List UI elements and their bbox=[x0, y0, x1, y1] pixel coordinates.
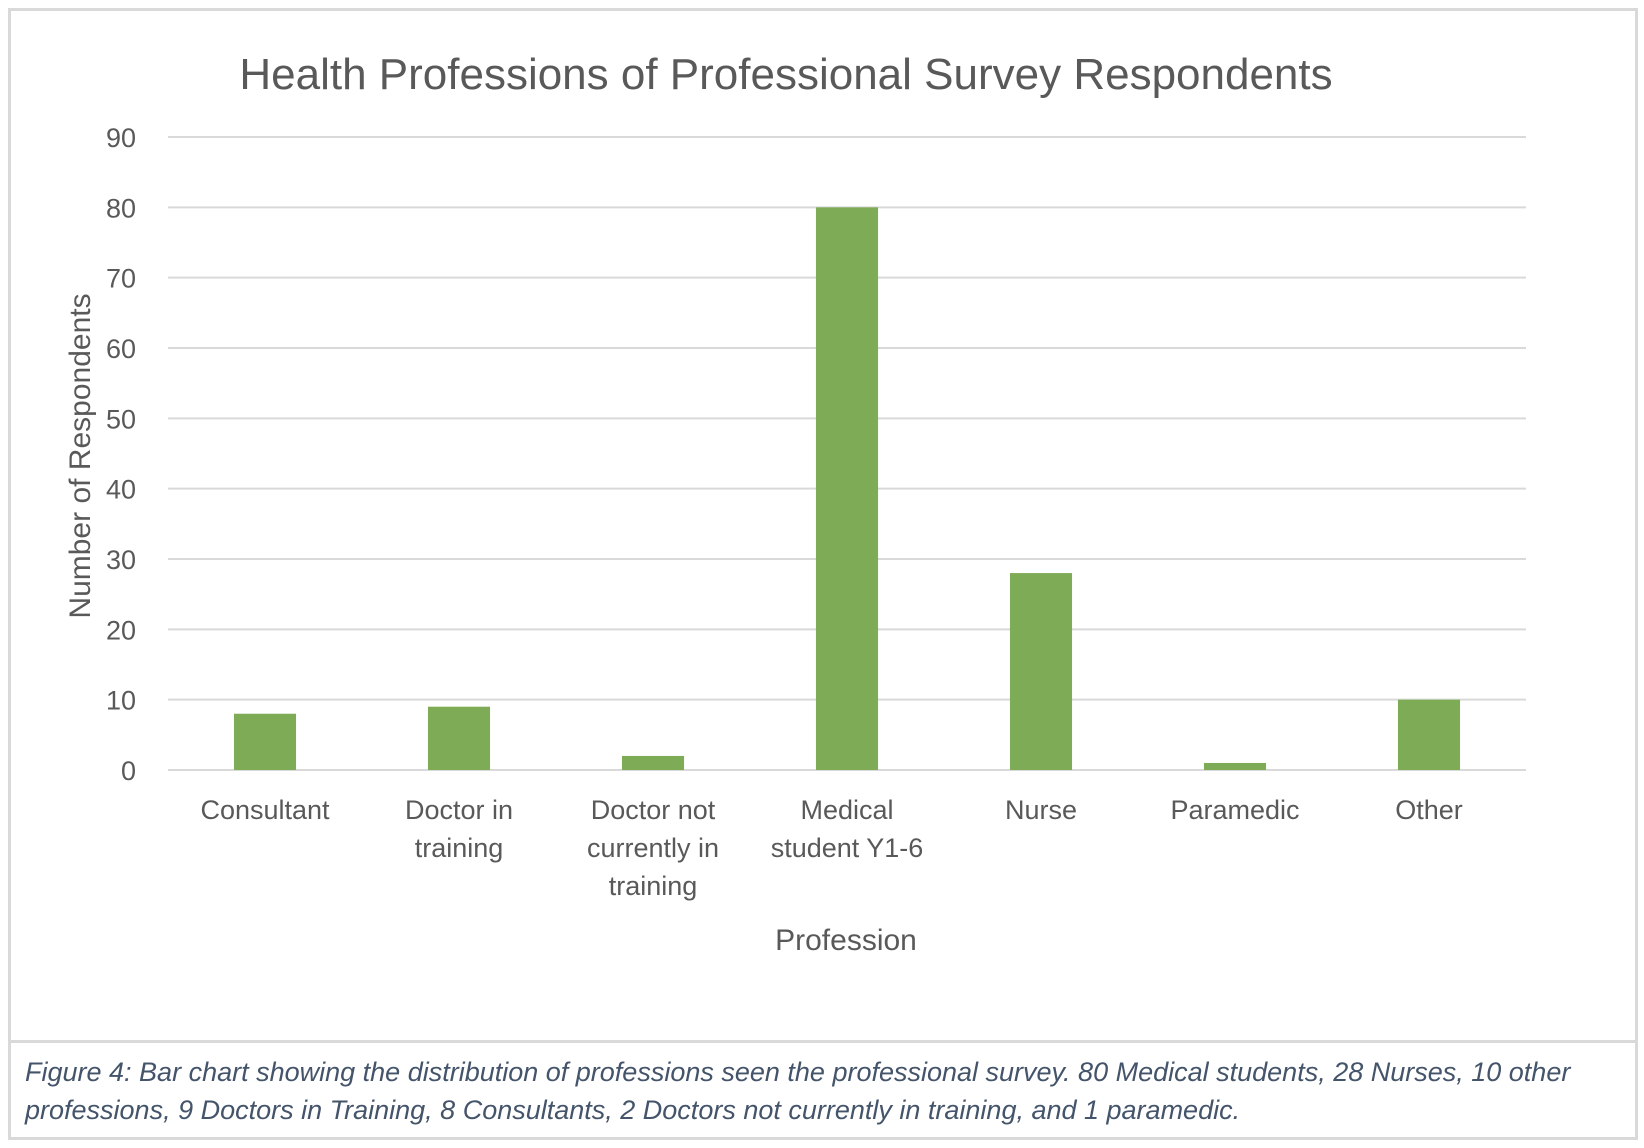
y-tick-label: 20 bbox=[106, 615, 136, 645]
y-tick-label: 80 bbox=[106, 193, 136, 223]
chart-title: Health Professions of Professional Surve… bbox=[239, 50, 1332, 99]
x-tick-label: Doctor in training bbox=[405, 795, 513, 863]
x-axis-label: Profession bbox=[775, 924, 917, 957]
bars bbox=[233, 207, 1461, 771]
y-tick-label: 10 bbox=[106, 686, 136, 716]
tick-labels: 0 10 20 30 40 50 60 70 80 90 Consultant Doctor in tr… bbox=[106, 123, 1463, 901]
y-tick-label: 0 bbox=[121, 756, 136, 786]
bar bbox=[1203, 762, 1267, 770]
bar bbox=[621, 755, 685, 770]
bar-chart: Health Professions of Professional Surve… bbox=[64, 50, 1526, 957]
x-tick-label: Medical student Y1-6 bbox=[771, 795, 924, 863]
y-tick-label: 60 bbox=[106, 334, 136, 364]
bar bbox=[233, 713, 297, 770]
y-tick-label: 40 bbox=[106, 475, 136, 505]
x-tick-label: Nurse bbox=[1005, 795, 1077, 825]
y-tick-label: 90 bbox=[106, 123, 136, 153]
bar bbox=[1009, 573, 1073, 770]
caption-box: Figure 4: Bar chart showing the distribu… bbox=[8, 1043, 1638, 1140]
y-tick-label: 30 bbox=[106, 545, 136, 575]
x-tick-label: Other bbox=[1395, 795, 1463, 825]
bar bbox=[427, 706, 491, 770]
y-tick-label: 70 bbox=[106, 264, 136, 294]
chart-frame: Health Professions of Professional Surve… bbox=[8, 8, 1638, 1043]
y-axis-label: Number of Respondents bbox=[64, 293, 97, 618]
x-tick-label: Doctor not currently in training bbox=[587, 795, 719, 901]
bar bbox=[1397, 699, 1461, 770]
y-tick-label: 50 bbox=[106, 404, 136, 434]
bar bbox=[815, 207, 879, 771]
x-tick-label: Consultant bbox=[200, 795, 330, 825]
x-tick-label: Paramedic bbox=[1170, 795, 1299, 825]
figure-caption: Figure 4: Bar chart showing the distribu… bbox=[25, 1057, 1571, 1125]
